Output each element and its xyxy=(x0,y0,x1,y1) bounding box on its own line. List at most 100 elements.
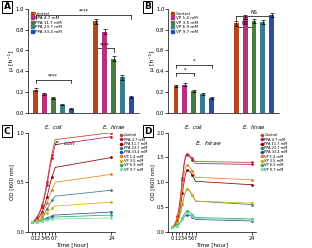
VP 1.4 mM xyxy=(33,219,37,222)
PPA 23.7 mM xyxy=(190,194,194,197)
PPA 11.7 mM xyxy=(43,202,47,205)
Y-axis label: OD [600 nm]: OD [600 nm] xyxy=(10,164,15,200)
VP 9.7 mM xyxy=(194,217,197,220)
Line: PPA 23.7 mM: PPA 23.7 mM xyxy=(172,188,252,228)
PPA 4.7 mM xyxy=(177,207,181,210)
PPA 23.7 mM xyxy=(110,189,113,192)
Control xyxy=(187,153,191,156)
VP 9.7 mM xyxy=(185,212,189,215)
Control xyxy=(35,216,39,218)
PPA 4.7 mM xyxy=(48,165,52,168)
Bar xyxy=(173,86,178,113)
Legend: Control, PPA 4.7 mM, PPA 11.7 mM, PPA 23.7 mM, PPA 33.4 mM: Control, PPA 4.7 mM, PPA 11.7 mM, PPA 23… xyxy=(30,11,63,34)
VP 1.4 mM xyxy=(172,224,176,227)
PPA 4.7 mM xyxy=(171,225,174,228)
VP 9.7 mM xyxy=(192,216,196,219)
PPA 33.4 mM xyxy=(174,225,178,228)
PPA 33.4 mM xyxy=(192,217,196,220)
PPA 11.7 mM xyxy=(182,181,186,184)
PPA 4.7 mM xyxy=(45,184,49,187)
VP 6.9 mM xyxy=(33,220,37,223)
VP 1.4 mM xyxy=(50,189,54,192)
PPA 23.7 mM xyxy=(40,216,44,218)
PPA 4.7 mM xyxy=(110,135,113,138)
VP 9.7 mM xyxy=(48,218,52,221)
PPA 11.7 mM xyxy=(177,212,181,215)
PPA 4.7 mM xyxy=(38,210,42,213)
PPA 11.7 mM xyxy=(33,219,37,222)
Bar xyxy=(261,22,265,113)
Legend: Control, PPA 4.7 mM, PPA 11.7 mM, PPA 23.7 mM, PPA 33.4 mM, VP 1.4 mM, VP 3.5 mM: Control, PPA 4.7 mM, PPA 11.7 mM, PPA 23… xyxy=(119,132,148,172)
Text: B: B xyxy=(144,2,151,11)
VP 9.7 mM xyxy=(181,218,184,221)
PPA 23.7 mM xyxy=(177,217,181,220)
Bar xyxy=(200,94,205,113)
Y-axis label: μ [h⁻¹]: μ [h⁻¹] xyxy=(8,50,14,71)
Line: VP 6.9 mM: VP 6.9 mM xyxy=(172,210,252,228)
VP 9.7 mM xyxy=(32,220,36,223)
Bar xyxy=(60,104,65,113)
PPA 23.7 mM xyxy=(192,197,196,200)
VP 6.9 mM xyxy=(48,217,52,219)
VP 3.5 mM xyxy=(179,211,183,214)
VP 9.7 mM xyxy=(187,212,191,215)
VP 3.5 mM xyxy=(48,209,52,212)
Control xyxy=(192,159,196,162)
Y-axis label: OD [600 nm]: OD [600 nm] xyxy=(150,164,155,200)
VP 9.7 mM xyxy=(174,225,178,228)
PPA 4.7 mM xyxy=(42,200,46,203)
Control xyxy=(37,213,41,216)
PPA 33.4 mM xyxy=(50,215,54,217)
PPA 33.4 mM xyxy=(53,214,57,217)
PPA 33.4 mM xyxy=(47,216,51,218)
PPA 23.7 mM xyxy=(174,224,178,227)
Control xyxy=(50,153,54,156)
VP 6.9 mM xyxy=(40,219,44,222)
X-axis label: Time [hour]: Time [hour] xyxy=(196,243,228,248)
PPA 11.7 mM xyxy=(179,203,183,206)
VP 1.4 mM xyxy=(110,173,113,176)
VP 1.4 mM xyxy=(47,198,51,201)
VP 1.4 mM xyxy=(32,220,36,223)
VP 6.9 mM xyxy=(110,214,113,217)
Line: VP 1.4 mM: VP 1.4 mM xyxy=(32,174,112,223)
PPA 11.7 mM xyxy=(189,171,193,174)
VP 3.5 mM xyxy=(32,220,36,223)
Control xyxy=(48,161,52,164)
VP 6.9 mM xyxy=(50,217,54,219)
VP 1.4 mM xyxy=(43,206,47,209)
VP 1.4 mM xyxy=(171,225,174,228)
VP 6.9 mM xyxy=(250,217,254,220)
VP 3.5 mM xyxy=(52,206,56,209)
PPA 4.7 mM xyxy=(33,218,37,221)
PPA 23.7 mM xyxy=(32,220,36,223)
Text: NS: NS xyxy=(251,10,257,15)
PPA 23.7 mM xyxy=(47,205,51,208)
Control xyxy=(40,204,44,207)
VP 9.7 mM xyxy=(171,225,174,228)
Y-axis label: μ [h⁻¹]: μ [h⁻¹] xyxy=(149,50,154,71)
PPA 33.4 mM xyxy=(187,214,191,217)
VP 6.9 mM xyxy=(171,225,174,228)
PPA 4.7 mM xyxy=(184,155,188,158)
Bar xyxy=(191,91,196,113)
VP 1.4 mM xyxy=(185,163,189,166)
VP 6.9 mM xyxy=(177,222,181,225)
Bar xyxy=(209,98,214,113)
PPA 23.7 mM xyxy=(38,217,42,220)
Line: VP 9.7 mM: VP 9.7 mM xyxy=(172,212,252,228)
PPA 11.7 mM xyxy=(176,218,179,221)
VP 1.4 mM xyxy=(42,210,46,213)
VP 9.7 mM xyxy=(177,223,181,226)
VP 9.7 mM xyxy=(182,215,186,218)
VP 3.5 mM xyxy=(171,225,174,228)
VP 6.9 mM xyxy=(194,216,197,219)
PPA 23.7 mM xyxy=(48,202,52,205)
VP 6.9 mM xyxy=(192,215,196,217)
PPA 11.7 mM xyxy=(110,156,113,159)
VP 9.7 mM xyxy=(189,213,193,216)
VP 1.4 mM xyxy=(48,193,52,196)
VP 3.5 mM xyxy=(192,197,196,200)
VP 3.5 mM xyxy=(37,218,41,221)
PPA 11.7 mM xyxy=(52,171,56,174)
